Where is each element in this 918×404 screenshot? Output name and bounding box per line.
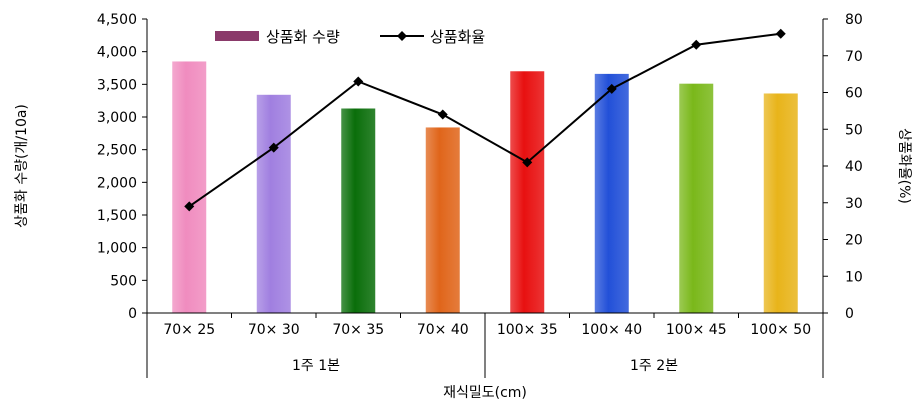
legend-bar-swatch [215,31,259,41]
bar [425,127,460,313]
line-point [437,109,448,120]
y-right-tick-label: 50 [845,122,863,138]
y-axis-right-title: 상품화율(%) [896,128,912,204]
y-right-tick-label: 0 [845,306,854,322]
bar-series [172,61,798,314]
line-point [184,201,195,212]
line-point [691,39,702,50]
bar [679,83,714,314]
legend: 상품화 수량 상품화율 [215,28,485,46]
y-right-tick-label: 20 [845,233,863,249]
legend-line-marker [397,31,407,41]
y-tick-label: 1,000 [97,241,137,257]
x-tick-label: 70× 40 [417,322,469,338]
x-tick-label: 70× 25 [163,322,215,338]
line-point [268,142,279,153]
x-group-label: 1주 1본 [292,358,340,374]
x-axis: 70× 25 70× 30 70× 35 70× 40 100× 35 100× 40 10… [146,313,824,378]
y-tick-label: 500 [110,273,137,289]
legend-bar-label: 상품화 수량 [266,28,340,46]
bar [341,108,376,313]
bar [763,93,798,313]
x-tick-label: 70× 30 [248,322,300,338]
x-tick-label: 100× 40 [581,322,642,338]
x-group-label: 1주 2본 [630,358,678,374]
y-tick-label: 0 [128,306,137,322]
y-tick-label: 3,500 [97,77,137,93]
line-series [184,28,786,212]
y-tick-label: 4,000 [97,45,137,61]
bar [510,71,545,314]
y-right-tick-label: 70 [845,49,863,65]
y-tick-label: 1,500 [97,208,137,224]
y-axis-title: 상품화 수량(개/10a) [14,104,30,228]
x-tick-label: 100× 45 [666,322,727,338]
y-right-tick-label: 10 [845,269,863,285]
bar [172,61,207,313]
y-tick-label: 2,500 [97,143,137,159]
bar [594,73,629,313]
x-axis-title: 재식밀도(cm) [443,385,527,401]
x-tick-label: 100× 50 [750,322,811,338]
x-tick-label: 70× 35 [332,322,384,338]
y-tick-label: 2,000 [97,175,137,191]
y-right-tick-label: 80 [845,12,863,28]
line-point [775,28,786,39]
y-right-tick-label: 40 [845,159,863,175]
legend-line-label: 상품화율 [430,28,485,46]
x-tick-label: 100× 35 [497,322,558,338]
y-right-tick-label: 30 [845,196,863,212]
y-tick-label: 4,500 [97,12,137,28]
line-point [606,83,617,94]
line-path [188,32,781,208]
right-axis-ticks: 0 10 20 30 40 50 60 70 80 [823,12,863,322]
bar [256,94,291,313]
left-axis-ticks: 0 500 1,000 1,500 2,000 2,500 3,000 3,500 4,000 4… [97,12,147,322]
line-point [522,157,533,168]
line-point [353,76,364,87]
y-right-tick-label: 60 [845,86,863,102]
y-tick-label: 3,000 [97,110,137,126]
